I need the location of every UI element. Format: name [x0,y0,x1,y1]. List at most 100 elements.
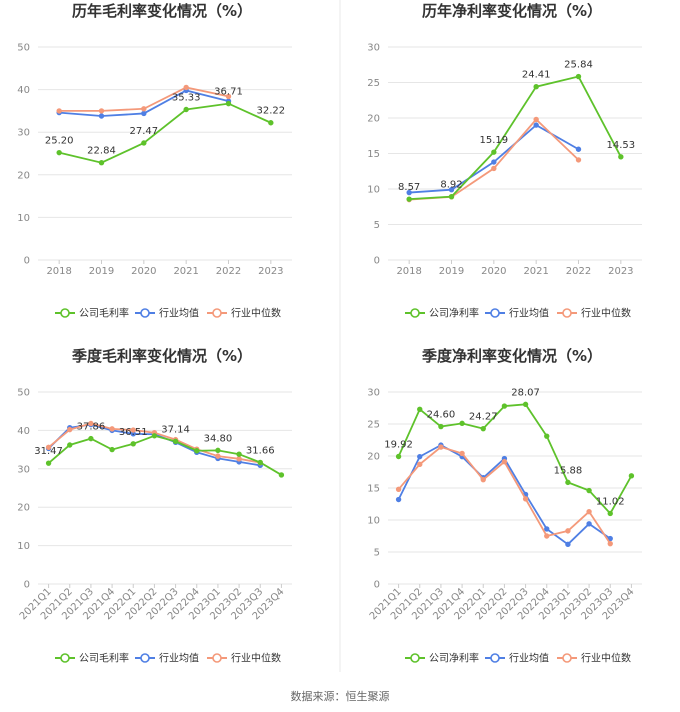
data-label: 24.60 [427,410,456,421]
data-label: 27.47 [130,126,159,137]
data-point-company [586,487,592,494]
series-line-company [409,75,622,201]
data-point-company [56,149,62,156]
data-label: 35.33 [172,92,201,103]
data-point-avg [533,122,539,128]
x-tick-label: 2019 [439,266,464,277]
legend-label: 行业中位数 [231,307,281,320]
data-label: 8.92 [440,180,462,191]
data-point-company [501,403,508,409]
data-point-avg [607,535,613,542]
x-tick-label: 2019 [89,266,114,277]
data-point-avg [98,113,105,119]
data-label: 31.66 [246,445,275,456]
data-point-company [628,473,635,479]
data-point-company [141,140,147,146]
data-point-company [459,420,465,427]
series-line-company [47,434,282,476]
data-point-company [533,83,539,90]
x-tick-label: 2023 [608,266,633,277]
y-tick-label: 20 [17,170,30,181]
data-point-median [45,444,52,450]
legend-marker [490,308,500,318]
data-label: 36.71 [214,87,243,98]
x-tick-label: 2022 [566,266,591,277]
data-label: 14.53 [607,140,636,151]
legend-label: 行业均值 [509,307,549,320]
data-point-median [98,108,105,114]
legend-item-company: 公司净利率 [405,307,479,320]
y-tick-label: 10 [17,541,30,552]
y-tick-label: 25 [367,420,380,431]
data-point-company [130,441,136,447]
data-label: 8.57 [398,182,420,193]
y-tick-label: 40 [17,85,30,96]
y-tick-label: 10 [367,516,380,527]
legend-label: 公司毛利率 [79,307,129,320]
data-label: 36.51 [119,427,148,438]
chart-title: 季度净利率变化情况（%） [422,347,602,365]
data-point-company [88,435,94,442]
legend-item-median: 行业中位数 [207,307,281,320]
data-label: 22.84 [87,146,116,157]
y-tick-label: 15 [367,149,380,160]
x-tick-label: 2023 [258,266,283,277]
legend-marker [562,308,572,318]
data-point-company [45,460,52,466]
legend-label: 行业均值 [159,652,199,665]
legend-marker [60,653,70,663]
chart-title: 历年毛利率变化情况（%） [72,2,252,20]
data-point-median [501,459,508,465]
data-point-company [417,406,423,412]
data-point-median [607,540,613,547]
legend-label: 行业均值 [159,307,199,320]
gridlines [38,391,292,585]
data-point-median [67,426,73,433]
data-point-median [565,528,571,534]
data-point-company [565,479,571,486]
y-tick-label: 0 [24,256,30,267]
data-point-avg [565,541,571,548]
data-point-median [417,461,423,468]
data-point-median [215,453,221,459]
data-point-median [575,157,582,163]
legend-label: 公司毛利率 [79,652,129,665]
data-point-median [141,106,147,112]
x-tick-label: 2018 [396,266,421,277]
data-point-median [130,427,136,433]
legend-label: 行业中位数 [231,652,281,665]
data-point-company [268,120,274,126]
data-point-company [98,160,105,166]
y-tick-label: 25 [367,78,380,89]
legend-item-company: 公司净利率 [405,652,479,665]
legend-item-median: 行业中位数 [207,652,281,665]
data-point-company [607,510,613,517]
x-tick-label: 2020 [481,266,506,277]
data-point-company [522,401,529,408]
chart-panel-1: 历年毛利率变化情况（%） 0 10 20 30 40 50 2018 2019 2020 2021 2… [17,2,292,320]
data-label: 11.02 [596,496,625,507]
data-point-median [480,476,486,483]
data-point-avg [417,453,423,460]
legend-item-company: 公司毛利率 [55,652,129,665]
data-point-avg [544,526,550,532]
x-tick-label: 2021 [173,266,198,277]
data-label: 31.47 [34,446,63,457]
data-point-company [395,453,402,460]
y-tick-label: 30 [367,388,380,399]
y-tick-label: 30 [17,128,30,139]
y-tick-label: 20 [367,452,380,463]
y-tick-label: 30 [17,464,30,475]
data-point-company [172,438,179,445]
legend-item-avg: 行业均值 [135,307,199,320]
data-label: 15.19 [480,135,509,146]
data-label: 28.07 [511,387,540,398]
data-point-company [225,100,232,107]
legend-marker [490,653,500,663]
data-point-median [491,165,497,172]
legend-item-avg: 行业均值 [135,652,199,665]
data-point-median [586,508,592,515]
legend-marker [212,308,222,318]
y-tick-label: 20 [367,114,380,125]
